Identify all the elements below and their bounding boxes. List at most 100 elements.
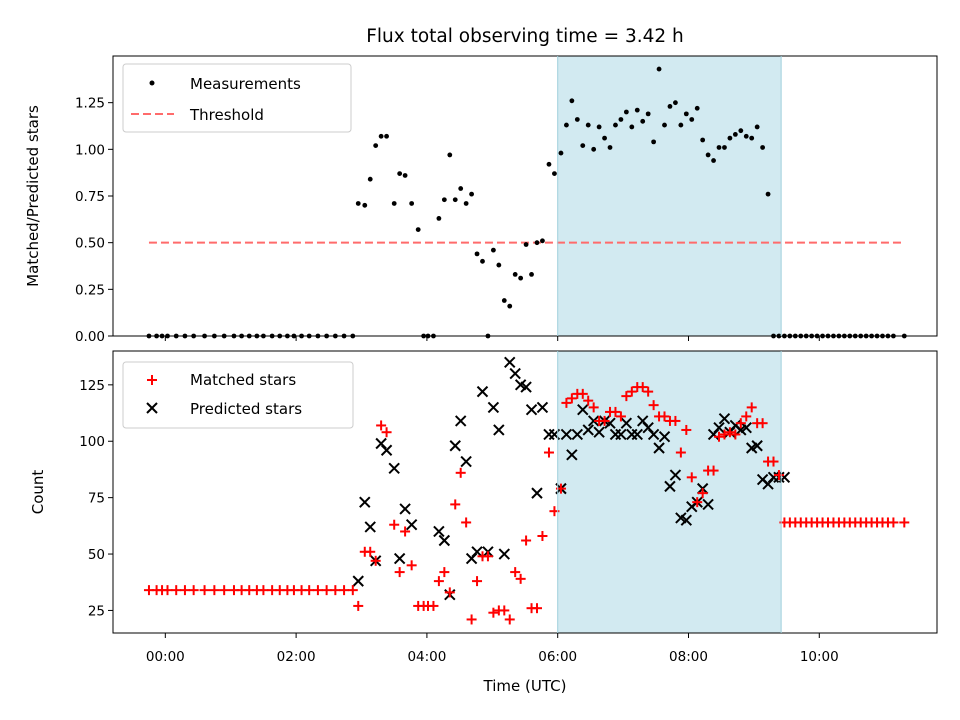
predicted-star-point [713,421,725,434]
measurement-point [580,143,586,149]
matched-star-point [406,560,417,571]
measurement-point [667,104,673,109]
matched-star-point [499,605,510,616]
top-legend: Measurements Threshold [122,63,352,133]
predicted-star-point [560,428,573,441]
measurement-point [754,124,760,130]
measurement-point [634,107,640,113]
top-y-tick-label: 0.50 [75,236,105,252]
matched-star-point [365,546,376,557]
matched-star-point [637,382,648,393]
matched-star-point [162,585,173,596]
predicted-star-point [718,412,731,425]
matched-star-point [428,600,439,611]
measurement-point [613,122,618,128]
measurement-point [540,238,545,244]
measurement-point [727,135,733,141]
predicted-star-point [582,424,594,436]
legend-measurements-marker [149,80,155,86]
x-tick-label: 04:00 [407,649,446,665]
measurement-point [569,98,575,104]
measurement-point [523,242,529,247]
measurement-point [673,100,678,106]
measurement-point [409,201,415,206]
measurement-point [760,145,766,150]
measurement-point [490,247,496,253]
matched-star-point [400,526,411,537]
matched-star-point [708,465,719,476]
matched-star-point [531,603,542,614]
matched-star-point [730,429,741,440]
matched-star-point [370,555,381,566]
matched-star-point [583,395,594,406]
bottom-axes-frame [112,350,938,634]
measurement-point [689,117,695,122]
top-observing-window [557,56,782,336]
legend-matched-marker [147,375,157,385]
bottom-x-ticks: 00:00 02:00 04:00 06:00 08:00 10:00 [146,633,839,665]
top-y-ticks: 0.00 0.25 0.50 0.75 1.00 1.25 [75,96,113,345]
matched-star-point [258,585,269,596]
measurement-point [607,145,613,150]
matched-star-point [588,402,599,413]
measurement-point [602,135,607,141]
measurement-point [645,111,651,117]
chart-title: Flux total observing time = 3.42 h [366,26,684,47]
matched-star-point [347,585,358,596]
measurement-point [716,145,722,150]
matched-star-point [686,472,697,483]
measurement-point [765,191,771,197]
bottom-legend: Matched stars Predicted stars [122,361,354,429]
measurement-point [711,158,716,163]
matched-star-point [675,447,686,458]
measurement-point [574,117,580,122]
predicted-star-point [680,514,693,526]
predicted-star-point [498,548,510,560]
x-tick-label: 08:00 [669,649,708,665]
matched-star-point [888,517,899,528]
measurement-point [732,132,738,137]
matched-star-point [339,585,350,596]
matched-star-point [724,427,735,438]
predicted-star-point [525,403,538,416]
matched-star-point [648,400,659,411]
measurement-point [397,171,403,177]
bottom-matched-stars [143,382,910,625]
matched-star-point [510,567,521,578]
predicted-star-point [531,487,543,499]
matched-star-point [381,427,392,438]
predicted-star-point [647,428,660,441]
measurement-point [441,197,447,203]
measurement-point [452,197,458,203]
measurement-point [501,298,507,303]
predicted-star-point [653,442,665,454]
matched-star-point [681,424,692,435]
matched-star-point [219,585,230,596]
matched-star-point [515,573,526,584]
matched-star-point [773,470,784,481]
top-axes-frame [112,55,938,337]
matched-star-point [543,447,554,458]
measurement-point [678,122,684,128]
bottom-y-axis-label: Count [29,470,47,515]
matched-star-point [444,587,455,598]
measurement-point [700,137,706,143]
top-y-tick-label: 1.25 [75,96,105,112]
measurement-point [362,202,368,208]
matched-star-point [389,519,400,530]
measurement-point [585,122,591,128]
matched-star-point [746,402,757,413]
bot-y-tick-label: 100 [79,434,105,450]
matched-star-point [188,585,199,596]
measurement-point [651,139,657,145]
predicted-star-point [460,455,472,468]
measurement-point [738,128,744,134]
matched-star-point [659,411,670,422]
measurement-point [463,201,469,206]
top-panel: 0.00 0.25 0.50 0.75 1.00 1.25 Matched/Predict… [24,55,938,345]
predicted-star-point [577,403,589,416]
x-tick-label: 00:00 [146,649,185,665]
legend-measurements-label: Measurements [190,75,301,93]
matched-star-point [757,418,768,429]
predicted-star-point [658,431,671,443]
